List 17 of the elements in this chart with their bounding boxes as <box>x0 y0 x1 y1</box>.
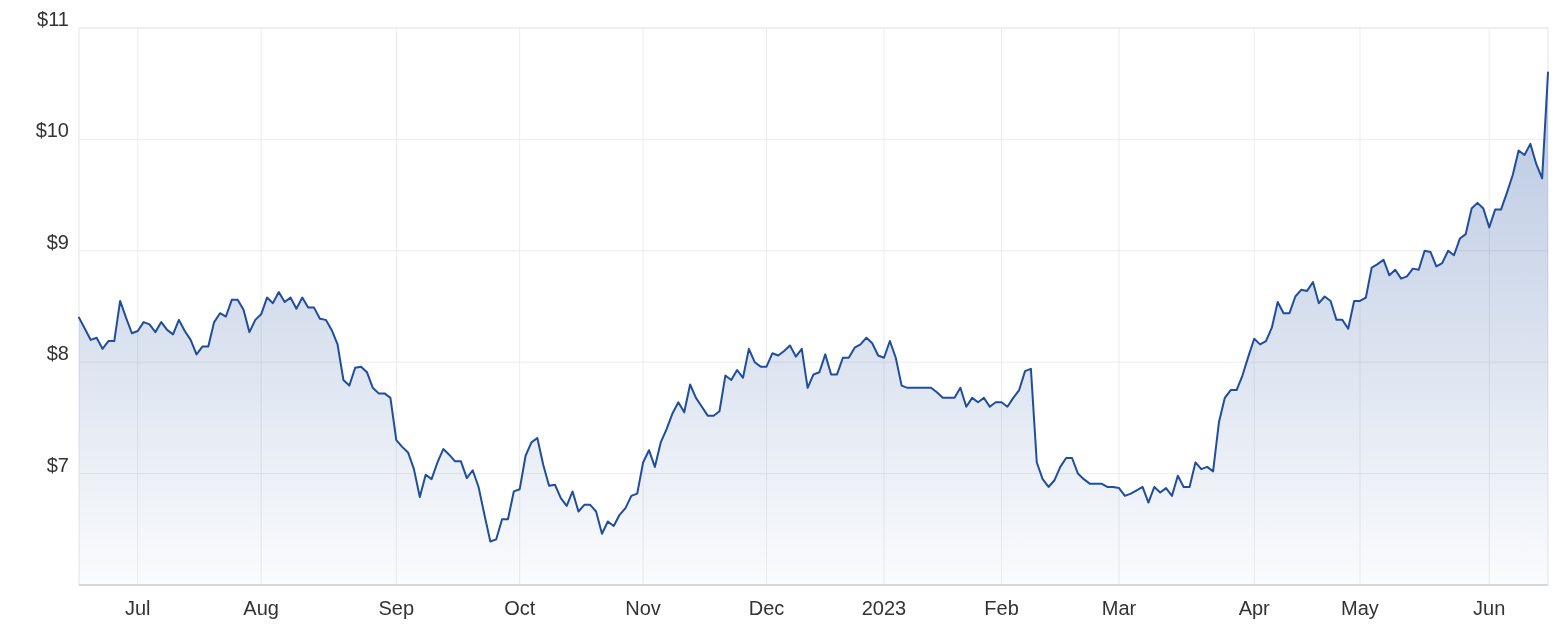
y-tick-label: $9 <box>46 230 69 253</box>
x-tick-label: May <box>1341 597 1379 619</box>
x-tick-label: Jun <box>1473 597 1506 619</box>
y-tick-label: $7 <box>46 453 69 476</box>
y-tick-label: $11 <box>37 8 69 30</box>
x-tick-label: Apr <box>1238 597 1271 619</box>
x-tick-label: Aug <box>243 597 279 619</box>
x-tick-label: Mar <box>1101 597 1137 619</box>
x-tick-label: Jul <box>124 597 151 619</box>
x-tick-label: Dec <box>748 597 785 619</box>
y-tick-label: $8 <box>46 342 69 365</box>
x-tick-label: Nov <box>625 597 661 619</box>
y-tick-label: $10 <box>35 119 69 142</box>
x-tick-label: Sep <box>378 597 415 619</box>
x-tick-label: 2023 <box>861 597 907 619</box>
x-tick-label: Feb <box>984 597 1019 619</box>
x-tick-label: Oct <box>504 597 536 619</box>
